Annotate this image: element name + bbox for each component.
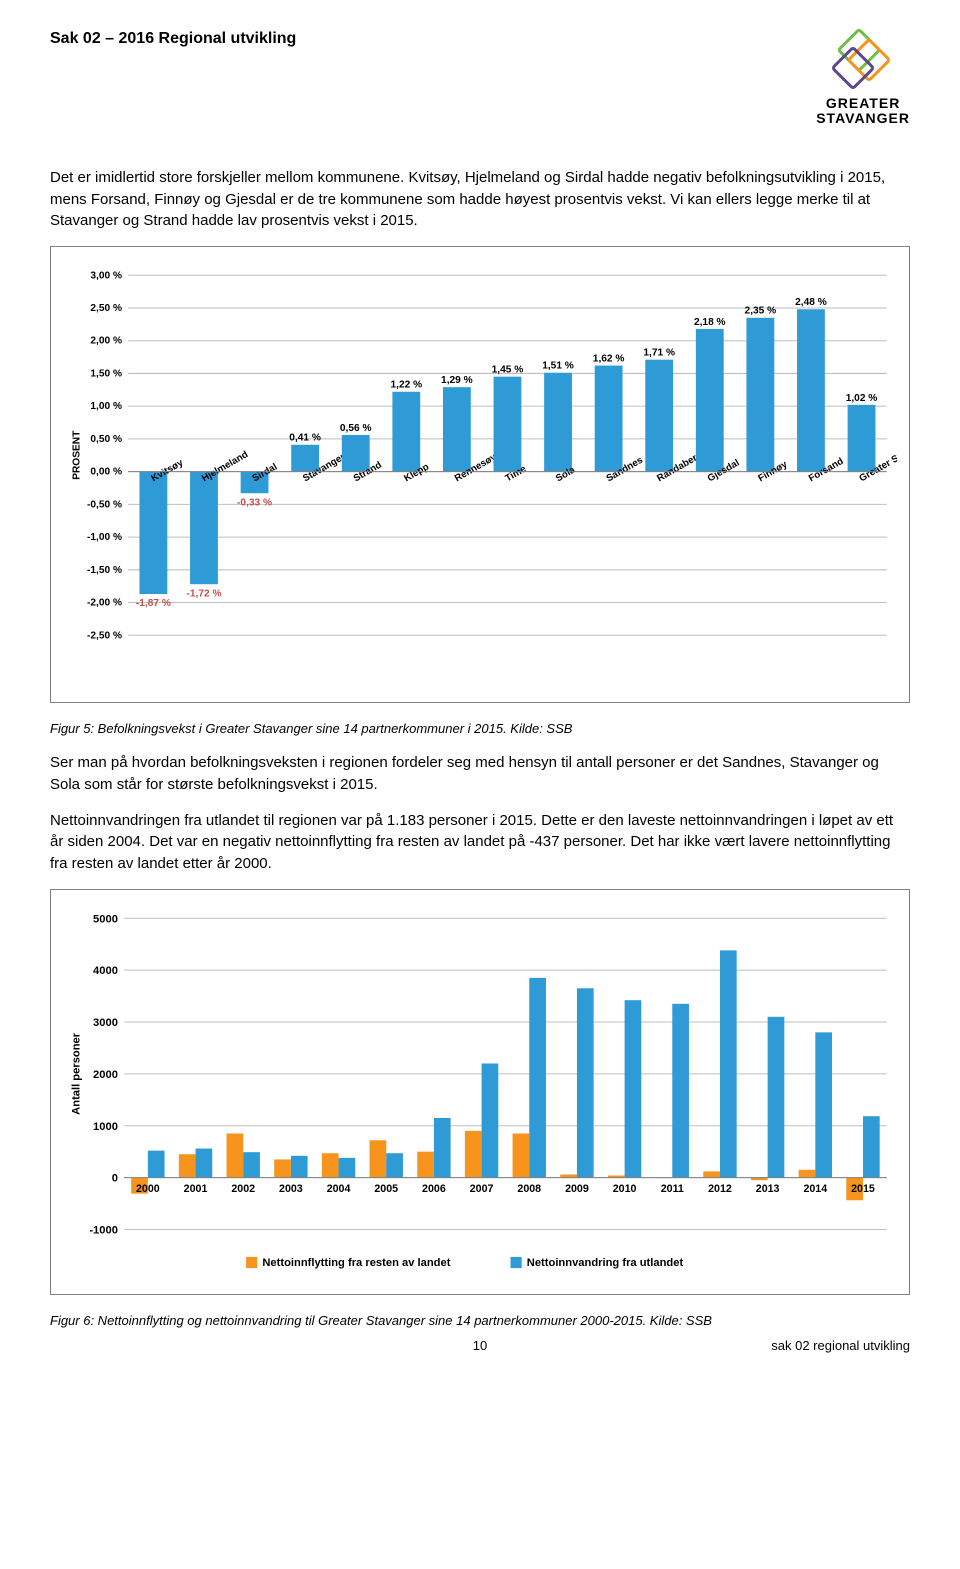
body-paragraph-3: Nettoinnvandringen fra utlandet til regi… [50,810,910,875]
logo-text-1: GREATER [816,96,910,111]
chart-net-migration: 5000 4000 3000 2000 1000 0 -1000 Antall persone… [50,889,910,1295]
svg-text:-1,72 %: -1,72 % [186,588,221,599]
svg-text:1,29 %: 1,29 % [441,375,473,386]
svg-text:2006: 2006 [422,1183,446,1195]
svg-text:2,18 %: 2,18 % [694,317,726,328]
svg-text:Nettoinnvandring fra utlandet: Nettoinnvandring fra utlandet [527,1257,684,1269]
svg-text:0,56 %: 0,56 % [340,423,372,434]
svg-text:1,45 %: 1,45 % [492,365,524,376]
svg-text:1,62 %: 1,62 % [593,354,625,365]
svg-text:3000: 3000 [93,1017,118,1029]
svg-text:Kvitsøy: Kvitsøy [149,457,185,484]
svg-text:2002: 2002 [231,1183,255,1195]
chart2-svg: 5000 4000 3000 2000 1000 0 -1000 Antall persone… [63,904,897,1280]
page-footer: 10 sak 02 regional utvikling [50,1338,910,1353]
svg-text:2012: 2012 [708,1183,732,1195]
svg-text:-2,50 %: -2,50 % [87,630,122,641]
svg-text:2005: 2005 [374,1183,398,1195]
svg-text:0,50 %: 0,50 % [90,434,122,445]
svg-text:1,22 %: 1,22 % [390,380,422,391]
svg-text:1,00 %: 1,00 % [90,401,122,412]
chart-population-growth: 3,00 % 2,50 % 2,00 % 1,50 % 1,00 % 0,50 % 0,00… [50,246,910,703]
svg-text:Antall personer: Antall personer [70,1032,82,1115]
logo: GREATER STAVANGER [816,30,910,127]
document-title: Sak 02 – 2016 Regional utvikling [50,30,296,48]
page-number: 10 [250,1338,710,1353]
body-paragraph-2: Ser man på hvordan befolkningsveksten i … [50,752,910,796]
svg-text:2015: 2015 [851,1183,875,1195]
logo-icon [823,30,903,90]
svg-text:2004: 2004 [327,1183,351,1195]
svg-text:2007: 2007 [470,1183,494,1195]
svg-text:-1,00 %: -1,00 % [87,532,122,543]
svg-text:2011: 2011 [661,1183,684,1195]
svg-text:3,00 %: 3,00 % [90,270,122,281]
svg-text:2003: 2003 [279,1183,303,1195]
svg-text:2000: 2000 [93,1069,118,1081]
page-header: Sak 02 – 2016 Regional utvikling GREATER… [50,30,910,127]
svg-text:-0,33 %: -0,33 % [237,497,272,508]
svg-text:2008: 2008 [517,1183,541,1195]
svg-text:1000: 1000 [93,1121,118,1133]
svg-text:1,02 %: 1,02 % [846,393,878,404]
svg-text:0,00 %: 0,00 % [90,467,122,478]
svg-text:2013: 2013 [756,1183,780,1195]
svg-text:1,71 %: 1,71 % [643,348,675,359]
svg-text:2014: 2014 [803,1183,827,1195]
svg-text:2009: 2009 [565,1183,589,1195]
svg-text:4000: 4000 [93,965,118,977]
logo-text-2: STAVANGER [816,111,910,126]
svg-text:2001: 2001 [184,1183,208,1195]
svg-text:1,51 %: 1,51 % [542,361,574,372]
svg-text:PROSENT: PROSENT [71,430,82,480]
figure-caption-2: Figur 6: Nettoinnflytting og nettoinnvan… [50,1313,910,1328]
figure-caption-1: Figur 5: Befolkningsvekst i Greater Stav… [50,721,910,736]
chart1-svg: 3,00 % 2,50 % 2,00 % 1,50 % 1,00 % 0,50 % 0,00… [63,261,897,688]
svg-text:-1,87 %: -1,87 % [136,598,171,609]
svg-text:0: 0 [112,1173,118,1185]
svg-text:-2,00 %: -2,00 % [87,598,122,609]
svg-text:2000: 2000 [136,1183,160,1195]
footer-doc-ref: sak 02 regional utvikling [710,1338,910,1353]
svg-text:5000: 5000 [93,913,118,925]
svg-text:-0,50 %: -0,50 % [87,499,122,510]
svg-text:2,50 %: 2,50 % [90,303,122,314]
svg-text:-1000: -1000 [89,1224,118,1236]
svg-text:-1,50 %: -1,50 % [87,565,122,576]
body-paragraph-1: Det er imidlertid store forskjeller mell… [50,167,910,232]
svg-text:0,41 %: 0,41 % [289,433,321,444]
svg-text:2,35 %: 2,35 % [745,306,777,317]
svg-text:Nettoinnflytting fra resten av: Nettoinnflytting fra resten av landet [262,1257,450,1269]
svg-text:1,50 %: 1,50 % [90,369,122,380]
svg-text:2,48 %: 2,48 % [795,297,827,308]
svg-text:2010: 2010 [613,1183,637,1195]
svg-text:2,00 %: 2,00 % [90,336,122,347]
